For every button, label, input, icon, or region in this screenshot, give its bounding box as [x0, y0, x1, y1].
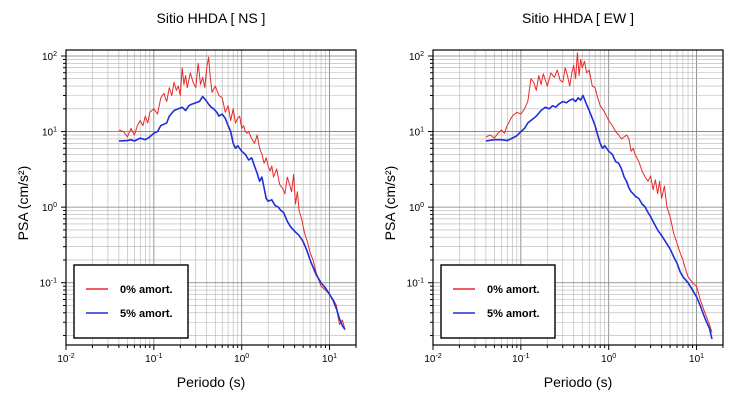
tick-exponent: 1 [420, 127, 424, 134]
legend-box [73, 264, 189, 339]
tick-base: 10 [601, 354, 613, 365]
legend-box [440, 264, 556, 339]
tick-base: 10 [689, 354, 701, 365]
x-axis-label: Periodo (s) [544, 374, 612, 390]
legend: 0% amort. 5% amort. [440, 264, 556, 339]
legend: 0% amort. 5% amort. [73, 264, 189, 339]
tick-base: 10 [409, 128, 421, 139]
series-line-5pct [485, 94, 713, 340]
tick-base: 10 [322, 354, 334, 365]
tick-exponent: -1 [523, 353, 529, 360]
y-tick-label: 10-1 [407, 278, 424, 290]
x-tick-label: 10-2 [424, 353, 441, 365]
tick-base: 10 [42, 52, 54, 63]
x-tick-label: 101 [689, 353, 704, 365]
x-tick-label: 101 [322, 353, 337, 365]
tick-exponent: 1 [700, 353, 704, 360]
x-tick-labels: 10-2 10-1 100 101 [57, 353, 337, 365]
tick-base: 10 [42, 203, 54, 214]
y-tick-label: 100 [409, 202, 424, 214]
chart-title: Sitio HHDA [ EW ] [522, 10, 634, 26]
tick-exponent: -2 [435, 353, 441, 360]
tick-base: 10 [40, 279, 52, 290]
tick-exponent: -2 [68, 353, 74, 360]
tick-marks [428, 55, 724, 350]
y-tick-label: 102 [42, 51, 57, 63]
y-tick-label: 10-1 [40, 278, 57, 290]
legend-label: 5% amort. [120, 308, 173, 320]
tick-exponent: 0 [53, 202, 57, 209]
y-tick-label: 102 [409, 51, 424, 63]
legend-label: 5% amort. [487, 308, 540, 320]
tick-exponent: 2 [53, 51, 57, 58]
tick-exponent: -1 [156, 353, 162, 360]
series-line-0pct [485, 52, 713, 333]
tick-base: 10 [409, 52, 421, 63]
tick-exponent: -1 [51, 278, 57, 285]
x-tick-label: 10-1 [145, 353, 162, 365]
x-tick-label: 100 [234, 353, 249, 365]
tick-exponent: 1 [53, 127, 57, 134]
x-tick-label: 10-1 [512, 353, 529, 365]
legend-label: 0% amort. [487, 284, 540, 296]
tick-exponent: 0 [420, 202, 424, 209]
plot-frame [432, 49, 724, 346]
y-axis-label: PSA (cm/s²) [15, 166, 31, 241]
plot-frame [65, 49, 357, 346]
x-tick-label: 10-2 [57, 353, 74, 365]
x-tick-labels: 10-2 10-1 100 101 [424, 353, 704, 365]
tick-base: 10 [409, 203, 421, 214]
y-tick-label: 101 [42, 127, 57, 139]
series-group [485, 52, 713, 340]
series-line-0pct [118, 56, 346, 330]
chart-ns: Sitio HHDA [ NS ] 10-2 10-1 100 101 10-1100… [15, 10, 357, 390]
chart-ew: Sitio HHDA [ EW ] 10-2 10-1 100 101 10-1100… [382, 10, 724, 390]
tick-base: 10 [234, 354, 246, 365]
tick-base: 10 [424, 354, 436, 365]
series-group [118, 56, 346, 331]
tick-exponent: 0 [245, 353, 249, 360]
tick-base: 10 [512, 354, 524, 365]
tick-exponent: -1 [418, 278, 424, 285]
series-line-5pct [118, 95, 346, 331]
tick-exponent: 0 [612, 353, 616, 360]
tick-marks [61, 55, 357, 350]
grid [65, 50, 357, 345]
y-axis-label: PSA (cm/s²) [382, 166, 398, 241]
tick-exponent: 2 [420, 51, 424, 58]
legend-label: 0% amort. [120, 284, 173, 296]
x-tick-label: 100 [601, 353, 616, 365]
x-axis-label: Periodo (s) [177, 374, 245, 390]
tick-base: 10 [407, 279, 419, 290]
tick-base: 10 [57, 354, 69, 365]
tick-base: 10 [145, 354, 157, 365]
tick-exponent: 1 [333, 353, 337, 360]
y-tick-label: 101 [409, 127, 424, 139]
chart-title: Sitio HHDA [ NS ] [157, 10, 266, 26]
y-tick-label: 100 [42, 202, 57, 214]
tick-base: 10 [42, 128, 54, 139]
